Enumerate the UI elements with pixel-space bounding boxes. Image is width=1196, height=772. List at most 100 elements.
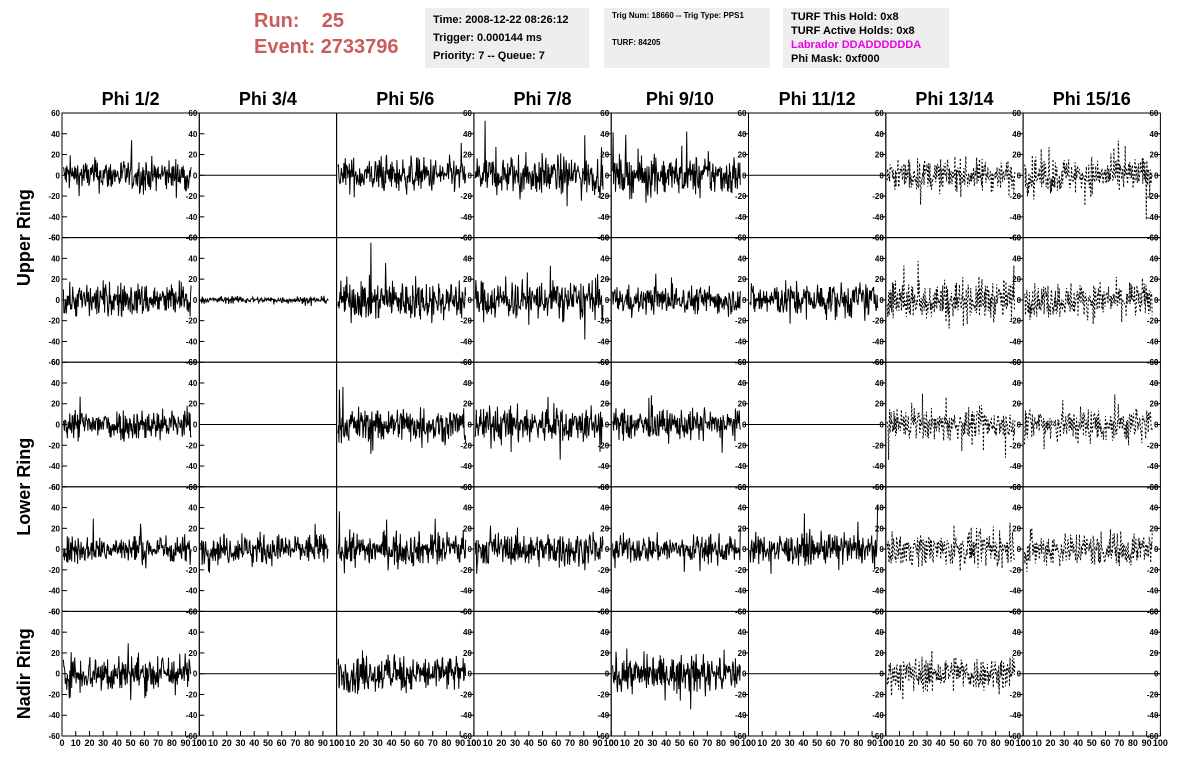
y-tick-label: -40	[1147, 462, 1159, 471]
y-tick-label: -40	[186, 213, 198, 222]
y-tick-label: -60	[598, 234, 610, 243]
y-tick-label: -20	[598, 441, 610, 450]
y-tick-label: -60	[598, 358, 610, 367]
y-tick-label: 40	[1149, 379, 1158, 388]
y-tick-label: -40	[48, 711, 60, 720]
x-tick-label: 0	[59, 738, 64, 748]
y-tick-label: -60	[48, 607, 60, 616]
waveform-trace	[200, 523, 329, 573]
waveform-trace	[1024, 394, 1153, 450]
y-tick-label: -60	[460, 607, 472, 616]
y-tick-label: 60	[1149, 109, 1158, 118]
y-tick-label: 0	[1017, 545, 1022, 554]
y-tick-label: 60	[1012, 109, 1021, 118]
y-tick-label: -60	[460, 483, 472, 492]
event-value: 2733796	[320, 36, 399, 58]
x-tick-label: 0	[609, 738, 614, 748]
x-tick-label: 80	[716, 738, 726, 748]
y-tick-label: 20	[600, 151, 609, 160]
waveform-trace	[62, 518, 192, 569]
waveform-trace	[337, 242, 467, 324]
run-event-header: Run: 25 Event: 2733796	[254, 8, 399, 60]
y-tick-label: 20	[188, 151, 197, 160]
x-tick-label: 80	[853, 738, 863, 748]
y-tick-label: -60	[872, 358, 884, 367]
x-tick-label: 60	[689, 738, 699, 748]
y-tick-label: 0	[467, 171, 472, 180]
y-tick-label: 40	[600, 254, 609, 263]
waveform-trace	[1024, 140, 1153, 220]
y-tick-label: 20	[188, 649, 197, 658]
y-tick-label: 0	[56, 171, 61, 180]
waveform-trace	[474, 525, 604, 574]
x-tick-label: 80	[304, 738, 314, 748]
x-tick-label: 80	[991, 738, 1001, 748]
y-tick-label: -20	[1010, 690, 1022, 699]
y-tick-label: 0	[605, 296, 610, 305]
y-tick-label: 40	[1149, 130, 1158, 139]
y-tick-label: -40	[186, 711, 198, 720]
waveform-trace	[337, 142, 467, 198]
y-tick-label: 0	[467, 545, 472, 554]
y-tick-label: -60	[735, 358, 747, 367]
y-tick-label: -40	[872, 213, 884, 222]
y-tick-label: 40	[1012, 628, 1021, 637]
y-tick-label: 60	[875, 109, 884, 118]
y-tick-label: -40	[872, 337, 884, 346]
y-tick-label: -20	[48, 566, 60, 575]
y-tick-label: -40	[460, 711, 472, 720]
y-tick-label: 40	[1149, 504, 1158, 513]
y-tick-label: 60	[1012, 234, 1021, 243]
x-tick-label: 60	[826, 738, 836, 748]
y-tick-label: -20	[1010, 566, 1022, 575]
ring-label: Lower Ring	[14, 438, 34, 536]
y-tick-label: 60	[1012, 607, 1021, 616]
y-tick-label: 20	[463, 275, 472, 284]
x-tick-label: 40	[936, 738, 946, 748]
y-tick-label: 20	[875, 151, 884, 160]
x-tick-label: 50	[675, 738, 685, 748]
x-tick-label: 20	[634, 738, 644, 748]
y-tick-label: -20	[1147, 317, 1159, 326]
y-tick-label: -40	[460, 337, 472, 346]
x-tick-label: 40	[112, 738, 122, 748]
run-label: Run:	[254, 10, 300, 32]
x-tick-label: 30	[647, 738, 657, 748]
y-tick-label: -40	[1010, 587, 1022, 596]
y-tick-label: -60	[1010, 234, 1022, 243]
y-tick-label: -40	[1147, 587, 1159, 596]
y-tick-label: 40	[1012, 504, 1021, 513]
waveform-trace	[886, 260, 1016, 329]
waveform-trace	[612, 395, 741, 453]
y-tick-label: -40	[460, 213, 472, 222]
waveform-trace	[474, 120, 604, 207]
y-tick-label: 60	[188, 607, 197, 616]
x-tick-label: 80	[579, 738, 589, 748]
x-tick-label: 10	[757, 738, 767, 748]
y-tick-label: 40	[738, 628, 747, 637]
y-tick-label: 20	[1012, 275, 1021, 284]
y-tick-label: 40	[463, 628, 472, 637]
y-tick-label: -60	[460, 234, 472, 243]
waveform-trace	[886, 393, 1016, 460]
y-tick-label: -60	[872, 483, 884, 492]
time-info-box: Time: 2008-12-22 08:26:12 Trigger: 0.000…	[425, 8, 589, 68]
run-row: Run: 25	[254, 8, 399, 34]
y-tick-label: 60	[1149, 483, 1158, 492]
y-tick-label: 40	[738, 379, 747, 388]
y-tick-label: 40	[600, 628, 609, 637]
y-tick-label: -60	[1010, 483, 1022, 492]
y-tick-label: -20	[1147, 566, 1159, 575]
y-tick-label: -40	[872, 711, 884, 720]
y-tick-label: -60	[735, 483, 747, 492]
y-tick-label: -60	[735, 732, 747, 741]
y-tick-label: -40	[735, 462, 747, 471]
turf-num-text: TURF: 84205	[612, 38, 661, 47]
y-tick-label: 60	[600, 234, 609, 243]
y-tick-label: 40	[1012, 254, 1021, 263]
y-tick-label: -60	[48, 732, 60, 741]
y-tick-label: -40	[598, 711, 610, 720]
y-tick-label: -20	[460, 192, 472, 201]
y-tick-label: 40	[188, 254, 197, 263]
y-tick-label: 60	[1012, 358, 1021, 367]
